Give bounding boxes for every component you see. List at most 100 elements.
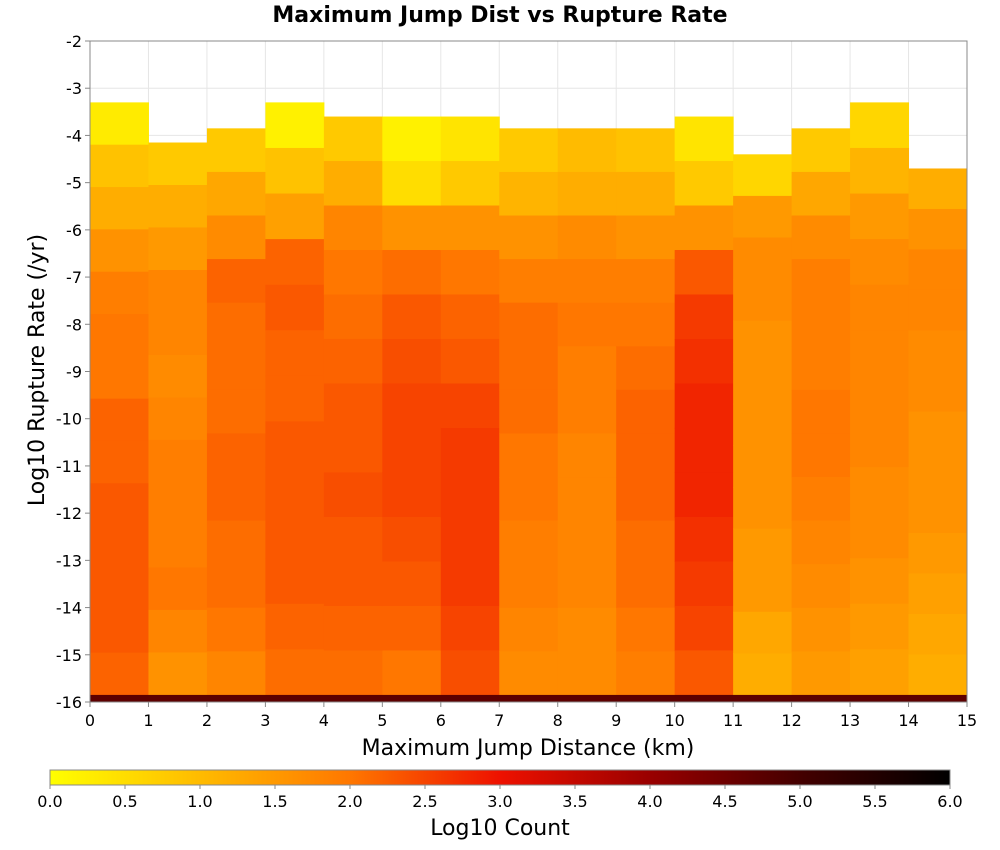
heatmap-cell <box>90 525 149 569</box>
heatmap-cell <box>557 128 617 173</box>
heatmap-cell <box>382 116 442 162</box>
x-tick-label: 10 <box>664 711 684 730</box>
heatmap-cell <box>148 567 208 611</box>
heatmap-cell <box>616 389 676 434</box>
x-tick-label: 11 <box>723 711 743 730</box>
heatmap-cell <box>791 477 851 522</box>
colorbar-tick-label: 4.5 <box>712 792 737 811</box>
colorbar-ticks: 0.0 0.5 1.0 1.5 2.0 2.5 3.0 3.5 4.0 4.5 5.0 5.5 6.0 <box>37 785 963 811</box>
colorbar-tick-label: 3.5 <box>562 792 587 811</box>
heatmap-cell <box>148 397 208 441</box>
heatmap-cell <box>206 651 266 696</box>
heatmap-cell <box>733 154 793 197</box>
heatmap-cell <box>206 433 266 478</box>
heatmap-cell <box>850 421 910 468</box>
heatmap-cell <box>674 338 734 384</box>
heatmap-cell <box>440 250 500 296</box>
heatmap-cell <box>733 528 793 571</box>
heatmap-cell <box>440 161 500 207</box>
x-tick-label: 13 <box>840 711 860 730</box>
colorbar-tick-label: 0.5 <box>112 792 137 811</box>
heatmap-cell <box>323 116 383 162</box>
heatmap-cell <box>265 649 325 696</box>
heatmap-cell <box>440 561 500 607</box>
heatmap-cell <box>791 607 851 652</box>
heatmap-cell <box>616 215 676 260</box>
heatmap-cell <box>733 445 793 488</box>
heatmap-cell <box>908 492 968 534</box>
heatmap-cell <box>674 605 734 651</box>
heatmap-cell <box>733 486 793 530</box>
heatmap-cell <box>557 433 617 478</box>
colorbar-tick-label: 5.0 <box>787 792 812 811</box>
heatmap-cell <box>206 259 266 304</box>
heatmap-cell <box>733 237 793 280</box>
heatmap-cell <box>674 205 734 251</box>
heatmap-cell <box>733 570 793 613</box>
heatmap-cell <box>440 294 500 340</box>
heatmap-cell <box>674 650 734 696</box>
x-tick-label: 4 <box>319 711 329 730</box>
heatmap-cell <box>323 650 383 696</box>
heatmap-cell <box>616 564 676 609</box>
x-axis-label: Maximum Jump Distance (km) <box>362 736 695 761</box>
heatmap-cell <box>850 147 910 195</box>
heatmap-cell <box>616 128 676 173</box>
heatmap-cell <box>323 427 383 473</box>
heatmap-cell <box>323 383 383 429</box>
heatmap-cell <box>206 215 266 260</box>
heatmap-cell <box>499 477 559 522</box>
heatmap-cell <box>499 520 559 565</box>
heatmap-cell <box>791 215 851 260</box>
heatmap-cell <box>206 302 266 347</box>
x-tick-label: 12 <box>781 711 801 730</box>
heatmap-cell <box>733 403 793 446</box>
heatmap-cell <box>323 205 383 251</box>
y-axis-label: Log10 Rupture Rate (/yr) <box>25 234 50 506</box>
heatmap-cell <box>499 215 559 260</box>
heatmap-cell <box>908 451 968 493</box>
colorbar-tick-label: 6.0 <box>937 792 962 811</box>
heatmap-cell <box>791 302 851 347</box>
heatmap-cell <box>908 208 968 250</box>
heatmap-cell <box>206 477 266 522</box>
heatmap-cell <box>265 330 325 377</box>
heatmap-cells <box>90 102 968 702</box>
colorbar-tick-label: 5.5 <box>862 792 887 811</box>
heatmap-cell <box>557 520 617 565</box>
y-tick-label: -10 <box>56 410 82 429</box>
heatmap-cell <box>440 516 500 562</box>
heatmap-cell <box>440 383 500 429</box>
heatmap-cell <box>499 607 559 652</box>
heatmap-cell <box>733 362 793 405</box>
colorbar-tick-label: 2.0 <box>337 792 362 811</box>
heatmap-cell <box>499 346 559 391</box>
heatmap-cell <box>557 215 617 260</box>
heatmap-cell <box>265 603 325 650</box>
x-tick-label: 0 <box>85 711 95 730</box>
heatmap-cell <box>850 375 910 422</box>
heatmap-cell <box>499 171 559 217</box>
heatmap-cell <box>206 171 266 217</box>
heatmap-cell <box>674 161 734 207</box>
chart-title: Maximum Jump Dist vs Rupture Rate <box>272 3 727 28</box>
heatmap-cell <box>616 346 676 391</box>
heatmap-cell <box>323 250 383 296</box>
heatmap-cell <box>382 605 442 651</box>
heatmap-cell <box>265 512 325 559</box>
heatmap-cell <box>90 271 149 315</box>
heatmap-cell <box>850 649 910 696</box>
heatmap-cell <box>674 516 734 562</box>
heatmap-cell <box>850 467 910 514</box>
colorbar <box>49 769 951 786</box>
heatmap-cell <box>265 558 325 605</box>
heatmap-cell <box>674 427 734 473</box>
colorbar-tick-label: 0.0 <box>37 792 62 811</box>
colorbar-tick-label: 1.5 <box>262 792 287 811</box>
y-tick-label: -5 <box>66 174 82 193</box>
heatmap-cell <box>382 161 442 207</box>
heatmap-cell <box>908 330 968 372</box>
y-tick-label: -13 <box>56 551 82 570</box>
x-tick-label: 14 <box>898 711 918 730</box>
heatmap-cell <box>90 398 149 442</box>
